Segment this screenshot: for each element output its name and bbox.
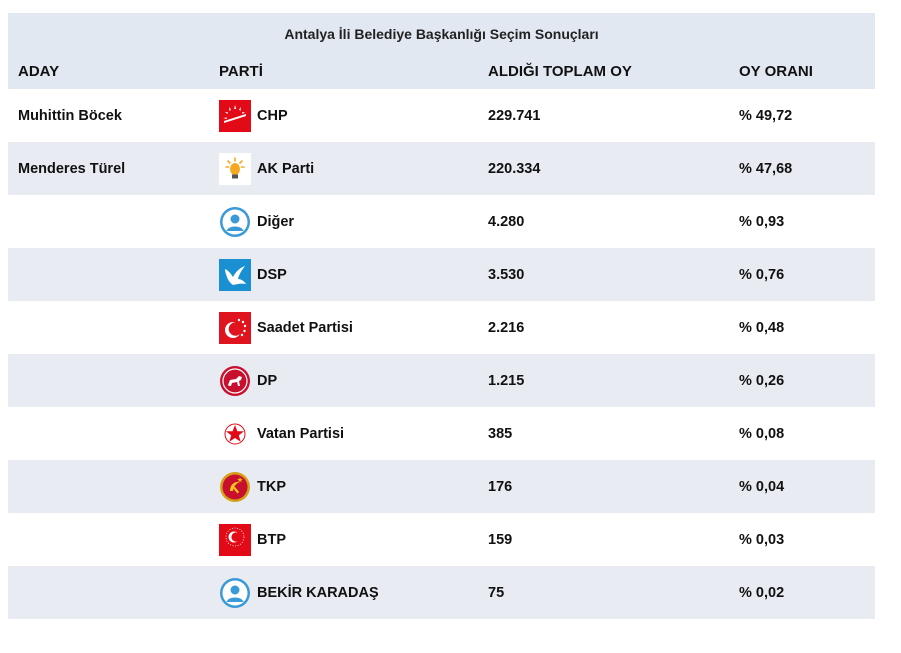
dp-horse-logo-icon [219, 365, 251, 397]
table-row: BTP 159 % 0,03 [8, 513, 875, 566]
person-avatar-icon [219, 577, 251, 609]
vote-percentage: % 0,93 [739, 213, 785, 230]
vote-count: 1.215 [488, 372, 525, 389]
vote-count: 4.280 [488, 213, 525, 230]
party-name: Vatan Partisi [257, 425, 345, 442]
party-name: TKP [257, 478, 286, 495]
candidate-name: Menderes Türel [18, 160, 126, 177]
party-name: BEKİR KARADAŞ [257, 584, 379, 601]
column-header-oran: OY ORANI [739, 62, 813, 80]
table-row: BEKİR KARADAŞ 75 % 0,02 [8, 566, 875, 619]
election-results-table: Antalya İli Belediye Başkanlığı Seçim So… [8, 13, 875, 619]
table-row: Diğer 4.280 % 0,93 [8, 195, 875, 248]
party-cell: DP [209, 365, 478, 397]
table-row: TKP 176 % 0,04 [8, 460, 875, 513]
vote-count: 385 [488, 425, 513, 442]
vote-count: 176 [488, 478, 513, 495]
vatan-star-logo-icon [219, 418, 251, 450]
party-cell: AK Parti [209, 152, 478, 185]
chp-logo-icon [219, 99, 251, 132]
btp-logo-icon [219, 523, 251, 556]
vote-count: 159 [488, 531, 513, 548]
party-name: AK Parti [257, 160, 315, 177]
vote-percentage: % 0,48 [739, 319, 785, 336]
saadet-logo-icon [219, 311, 251, 344]
party-cell: CHP [209, 99, 478, 132]
candidate-name: Muhittin Böcek [18, 107, 122, 124]
party-cell: Saadet Partisi [209, 311, 478, 344]
table-header-row: ADAY PARTİ ALDIĞI TOPLAM OY OY ORANI [8, 53, 875, 89]
table-row: DP 1.215 % 0,26 [8, 354, 875, 407]
vote-percentage: % 0,08 [739, 425, 785, 442]
vote-count: 2.216 [488, 319, 525, 336]
vote-count: 75 [488, 584, 505, 601]
vote-percentage: % 0,76 [739, 266, 785, 283]
vote-percentage: % 0,03 [739, 531, 785, 548]
vote-percentage: % 47,68 [739, 160, 793, 177]
vote-percentage: % 0,02 [739, 584, 785, 601]
party-cell: Vatan Partisi [209, 418, 478, 450]
vote-count: 3.530 [488, 266, 525, 283]
table-row: DSP 3.530 % 0,76 [8, 248, 875, 301]
dsp-dove-logo-icon [219, 258, 251, 291]
party-cell: BTP [209, 523, 478, 556]
party-name: DP [257, 372, 278, 389]
table-title: Antalya İli Belediye Başkanlığı Seçim So… [8, 13, 875, 53]
tkp-logo-icon [219, 471, 251, 503]
party-name: Diğer [257, 213, 295, 230]
party-name: CHP [257, 107, 288, 124]
vote-count: 220.334 [488, 160, 541, 177]
ak-parti-logo-icon [219, 152, 251, 185]
party-cell: Diğer [209, 206, 478, 238]
column-header-parti: PARTİ [219, 62, 263, 80]
party-cell: BEKİR KARADAŞ [209, 577, 478, 609]
vote-percentage: % 0,26 [739, 372, 785, 389]
table-row: Menderes Türel AK Parti 220. [8, 142, 875, 195]
column-header-oy: ALDIĞI TOPLAM OY [488, 62, 632, 80]
party-name: BTP [257, 531, 286, 548]
table-row: Muhittin Böcek CHP 229.741 [8, 89, 875, 142]
table-row: Vatan Partisi 385 % 0,08 [8, 407, 875, 460]
column-header-aday: ADAY [18, 62, 60, 80]
vote-percentage: % 49,72 [739, 107, 793, 124]
party-cell: TKP [209, 471, 478, 503]
table-row: Saadet Partisi 2.216 % 0,48 [8, 301, 875, 354]
vote-count: 229.741 [488, 107, 541, 124]
person-avatar-icon [219, 206, 251, 238]
party-name: DSP [257, 266, 287, 283]
party-cell: DSP [209, 258, 478, 291]
vote-percentage: % 0,04 [739, 478, 785, 495]
party-name: Saadet Partisi [257, 319, 353, 336]
